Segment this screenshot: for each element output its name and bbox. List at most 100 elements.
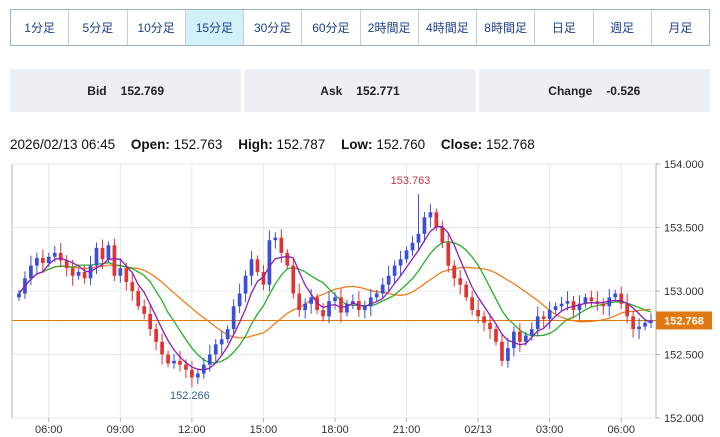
candle-body (404, 250, 409, 260)
candle-body (231, 306, 236, 330)
timeframe-tab[interactable]: 60分足 (302, 10, 361, 45)
timeframe-tab[interactable]: 4時間足 (419, 10, 477, 45)
candle-body (416, 233, 421, 243)
candle-body (213, 344, 218, 355)
candle-body (625, 303, 630, 317)
close-label: Close: (440, 137, 483, 152)
candle-body (94, 247, 99, 266)
candle-body (196, 373, 200, 378)
timeframe-tab[interactable]: 週足 (594, 10, 652, 45)
candle-body (201, 364, 206, 374)
candle-body (333, 297, 337, 302)
candle-body (249, 259, 254, 276)
current-price-box (656, 311, 712, 330)
y-tick-label: 152.000 (664, 413, 704, 425)
candle-body (17, 293, 21, 298)
bid-value: 152.769 (120, 83, 165, 98)
candle-body (565, 301, 570, 304)
y-tick-label: 152.500 (664, 350, 704, 362)
candle-body (118, 268, 123, 276)
high-label: High: (238, 137, 273, 152)
candle-body (523, 335, 528, 342)
candle-body (148, 313, 153, 330)
timeframe-tab[interactable]: 30分足 (244, 10, 303, 45)
timeframe-tab[interactable]: 1分足 (11, 10, 70, 45)
candle-body (267, 240, 272, 285)
candle-body (207, 354, 212, 365)
candle-body (488, 322, 492, 330)
timeframe-tab[interactable]: 日足 (535, 10, 594, 45)
candle-body (577, 303, 582, 311)
min-price-label: 152.266 (170, 390, 210, 402)
timeframe-tab[interactable]: 月足 (668, 21, 693, 35)
candle-body (184, 364, 188, 370)
candle-body (398, 259, 403, 266)
max-price-label: 153.763 (391, 175, 431, 187)
candle-body (428, 212, 433, 218)
candle-body (142, 306, 147, 314)
candle-body (506, 348, 510, 361)
candle-body (643, 322, 647, 327)
candle-body (601, 303, 606, 307)
candle-body (470, 297, 474, 311)
candle-body (190, 369, 194, 378)
candle-body (35, 257, 39, 266)
candle-body (327, 301, 331, 317)
candle-body (386, 275, 391, 285)
y-tick-label: 153.500 (664, 223, 704, 235)
candle-body (297, 293, 302, 311)
timeframe-tab[interactable]: 5分足 (69, 10, 128, 45)
candle-body (351, 301, 355, 304)
candle-body (154, 329, 158, 342)
x-tick-label: 09:00 (107, 424, 135, 436)
ask-box: Ask 152.771 (244, 69, 476, 112)
candle-body (494, 329, 498, 342)
ohlc-readout: 2026/02/13 06:45 Open: 152.763 High: 152… (10, 137, 535, 152)
candle-body (649, 320, 653, 323)
candle-body (553, 306, 558, 311)
ask-value: 152.771 (356, 83, 400, 98)
candle-body (392, 265, 397, 276)
change-value: -0.526 (606, 83, 641, 98)
candle-body (619, 293, 624, 304)
timeframe-tab[interactable]: 15分足 (185, 10, 244, 45)
x-tick-label: 21:00 (393, 424, 421, 436)
candle-body (374, 293, 379, 298)
candle-body (410, 242, 415, 251)
candle-body (82, 271, 87, 279)
candle-body (613, 293, 618, 298)
candle-body (446, 242, 451, 266)
candle-body (500, 341, 504, 361)
candle-body (291, 265, 296, 294)
change-label: Change (548, 83, 593, 98)
change-box: Change -0.526 (478, 69, 710, 112)
ohlc-datetime: 2026/02/13 06:45 (10, 137, 116, 152)
timeframe-tab[interactable]: 10分足 (128, 10, 186, 45)
candle-body (512, 331, 516, 349)
candle-body (225, 329, 230, 340)
candle-body (482, 316, 486, 323)
candle-body (345, 303, 349, 313)
x-tick-label: 18:00 (321, 424, 349, 436)
x-tick-label: 15:00 (250, 424, 278, 436)
candle-body (368, 297, 373, 307)
x-tick-label: 06:00 (607, 424, 635, 436)
x-tick-label: 02/13 (464, 424, 492, 436)
close-value: 152.768 (485, 137, 535, 152)
candle-body (309, 297, 313, 304)
x-tick-label: 03:00 (536, 424, 564, 436)
low-value: 152.760 (376, 137, 426, 152)
quote-bar: Bid 152.769 Ask 152.771 Change -0.526 (10, 69, 710, 112)
candlestick-chart[interactable]: 154.000 153.500 153.000 152.500 152.000 06:00… (0, 155, 720, 437)
candle-body (58, 252, 63, 261)
high-value: 152.787 (276, 137, 326, 152)
timeframe-tab[interactable]: 8時間足 (477, 10, 536, 45)
candle-body (76, 271, 81, 276)
timeframe-tab[interactable]: 2時間足 (361, 10, 419, 45)
candle-body (160, 341, 164, 355)
candle-body (46, 256, 51, 264)
candle-body (464, 284, 469, 298)
current-price-label: 152.768 (664, 315, 704, 327)
candle-body (130, 282, 135, 291)
candle-body (52, 252, 57, 257)
